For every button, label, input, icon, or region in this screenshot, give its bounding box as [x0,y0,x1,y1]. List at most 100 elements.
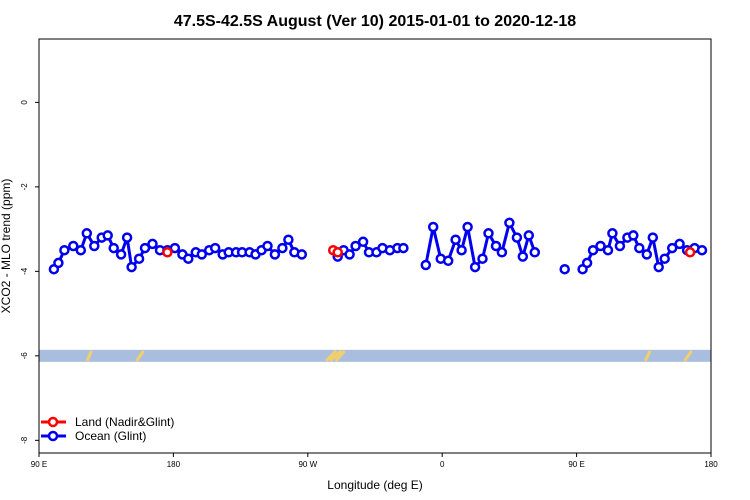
x-axis-label: Longitude (deg E) [327,478,422,492]
plot-frame [38,38,712,454]
surface-land-mark [643,350,652,362]
data-point [462,221,473,233]
legend-marker-ocean [47,430,59,442]
data-point [477,253,488,264]
data-point [332,247,343,258]
data-point [277,242,288,254]
legend-entry-land: Land (Nadir&Glint) [41,415,174,429]
x-tick-label: 90 E [568,460,584,469]
series-layer [48,217,708,275]
data-point [209,242,221,254]
data-point [450,234,461,245]
data-point [344,249,355,260]
x-tick-label: 180 [704,460,718,469]
surface-strip [39,349,711,362]
data-point [607,228,618,239]
surface-land-mark [334,349,346,362]
data-point [75,244,87,256]
data-point [81,228,93,239]
data-point [581,257,593,269]
surface-land-mark [135,349,145,362]
data-point [53,257,64,269]
series-land [162,244,696,258]
legend-entry-ocean: Ocean (Glint) [41,429,146,443]
data-point [262,240,273,252]
y-axis-label: XCO2 - MLO trend (ppm) [0,179,13,314]
chart-title: 47.5S-42.5S August (Ver 10) 2015-01-01 t… [174,13,576,30]
data-point [183,253,194,264]
x-tick-label: 0 [440,460,445,469]
y-tick-label: -4 [20,267,29,275]
data-point [595,240,606,252]
data-point [490,240,502,252]
data-point [357,236,369,248]
data-point [169,242,181,254]
data-point [469,261,481,273]
data-point [296,249,308,260]
data-point [504,217,515,229]
x-tick-label: 90 W [298,460,317,469]
data-point [614,240,626,252]
y-tick-label: -6 [20,352,29,360]
data-point [269,249,281,260]
x-tick-label: 180 [167,460,181,469]
data-point [350,240,361,252]
data-point [139,242,151,254]
legend-label-ocean: Ocean (Glint) [75,429,146,443]
data-point [628,230,639,241]
data-point [115,249,127,260]
data-point [653,261,664,273]
surface-ocean-band [39,349,711,362]
data-point [147,238,158,250]
data-point [587,244,599,256]
data-point [89,240,100,252]
data-point [647,232,659,243]
data-point [641,249,653,260]
legend: Land (Nadir&Glint) Ocean (Glint) [41,415,174,443]
data-point [684,247,696,258]
data-point [283,234,294,245]
data-point [529,247,541,258]
y-axis-ticks: 0 -2 -4 -6 -8 [20,100,39,444]
data-point [442,255,454,267]
y-tick-label: -2 [20,183,29,191]
data-point [559,263,570,275]
data-point [196,249,208,260]
data-point [121,232,133,243]
y-tick-label: 0 [20,100,29,105]
data-point [674,238,685,250]
data-point [102,230,113,241]
data-point [659,253,670,264]
legend-marker-land [47,416,59,428]
surface-land-mark [325,349,338,362]
legend-label-land: Land (Nadir&Glint) [75,415,174,429]
data-point [511,232,523,243]
data-point [517,251,529,262]
data-point [456,244,467,256]
surface-land-mark [85,350,93,362]
data-point [602,244,614,256]
data-point [427,221,439,233]
data-point [483,228,494,239]
data-point [496,247,508,258]
data-point [666,242,678,254]
data-point [133,253,145,264]
data-point [162,247,173,258]
data-point [398,242,409,254]
x-tick-label: 90 E [31,460,47,469]
data-point [634,242,645,254]
surface-land-mark [683,349,693,362]
data-point [68,240,79,252]
data-point [420,259,432,271]
data-point [108,242,119,254]
series-ocean [48,217,708,275]
surface-land-mark [329,349,343,362]
y-tick-label: -8 [20,436,29,444]
data-point [59,244,70,256]
surface-land-marks [85,349,693,362]
x-axis-ticks: 90 E 180 90 W 0 90 E 180 [31,453,718,469]
data-point [523,230,535,241]
data-point [126,261,137,273]
data-point [696,244,708,256]
